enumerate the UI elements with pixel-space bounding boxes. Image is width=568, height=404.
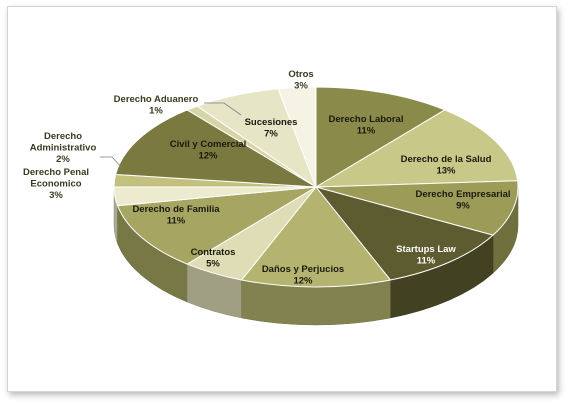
slice-value-derecho-laboral: 11% bbox=[357, 126, 376, 137]
slice-value-otros: 3% bbox=[294, 81, 308, 92]
pie-slice-derecho-laboral bbox=[315, 86, 446, 188]
leader-line-derecho-administrativo bbox=[100, 156, 124, 170]
pie-slice-derecho-de-la-salud bbox=[314, 109, 519, 188]
slice-value-derecho-penal-economico: 3% bbox=[49, 190, 63, 201]
slice-label-startups-law: Startups Law bbox=[396, 244, 456, 255]
slice-value-derecho-aduanero: 1% bbox=[149, 106, 163, 117]
slice-value-derecho-de-la-salud: 13% bbox=[436, 166, 456, 177]
slice-value-derecho-administrativo: 2% bbox=[56, 154, 70, 165]
pie-slice-derecho-empresarial bbox=[315, 180, 519, 236]
slice-label-derecho-aduanero: Derecho Aduanero bbox=[114, 94, 199, 105]
slice-label-derecho-administrativo-line-1: Derecho bbox=[44, 131, 82, 142]
pie-slice-danos-y-perjucios bbox=[240, 186, 392, 288]
slice-value-startups-law: 11% bbox=[417, 256, 436, 267]
slice-value-civil-y-comercial: 12% bbox=[198, 151, 218, 162]
pie-slice-startups-law bbox=[314, 186, 495, 281]
slice-value-danos-y-perjucios: 12% bbox=[293, 276, 313, 287]
slice-value-contratos: 5% bbox=[206, 259, 220, 270]
slice-label-derecho-administrativo-line-2: Administrativo bbox=[30, 143, 97, 154]
slice-value-derecho-empresarial: 9% bbox=[456, 201, 470, 212]
slice-label-derecho-penal-economico-line-1: Derecho Penal bbox=[23, 167, 89, 178]
slice-label-derecho-empresarial: Derecho Empresarial bbox=[415, 189, 510, 200]
slice-label-sucesiones: Sucesiones bbox=[245, 117, 298, 128]
slice-label-civil-y-comercial: Civil y Comercial bbox=[170, 139, 247, 150]
slice-label-derecho-de-la-salud: Derecho de la Salud bbox=[401, 154, 492, 165]
leader-line-derecho-aduanero bbox=[204, 102, 242, 116]
chart-frame: Derecho Laboral 11% Derecho de la Salud 13%… bbox=[7, 6, 557, 392]
slice-label-contratos: Contratos bbox=[191, 247, 236, 258]
slice-label-derecho-laboral: Derecho Laboral bbox=[329, 114, 404, 125]
slice-label-otros: Otros bbox=[288, 69, 313, 80]
pie-slice-civil-y-comercial bbox=[114, 109, 317, 188]
pie-slice-derecho-de-familia bbox=[116, 186, 317, 265]
slice-label-derecho-penal-economico-line-2: Economico bbox=[30, 179, 81, 190]
pie-slice-otros bbox=[277, 86, 317, 188]
slice-value-sucesiones: 7% bbox=[264, 129, 278, 140]
slice-label-danos-y-perjucios: Daños y Perjucios bbox=[262, 264, 344, 275]
slice-label-derecho-de-familia: Derecho de Familia bbox=[132, 204, 220, 215]
slice-value-derecho-de-familia: 11% bbox=[167, 216, 186, 227]
